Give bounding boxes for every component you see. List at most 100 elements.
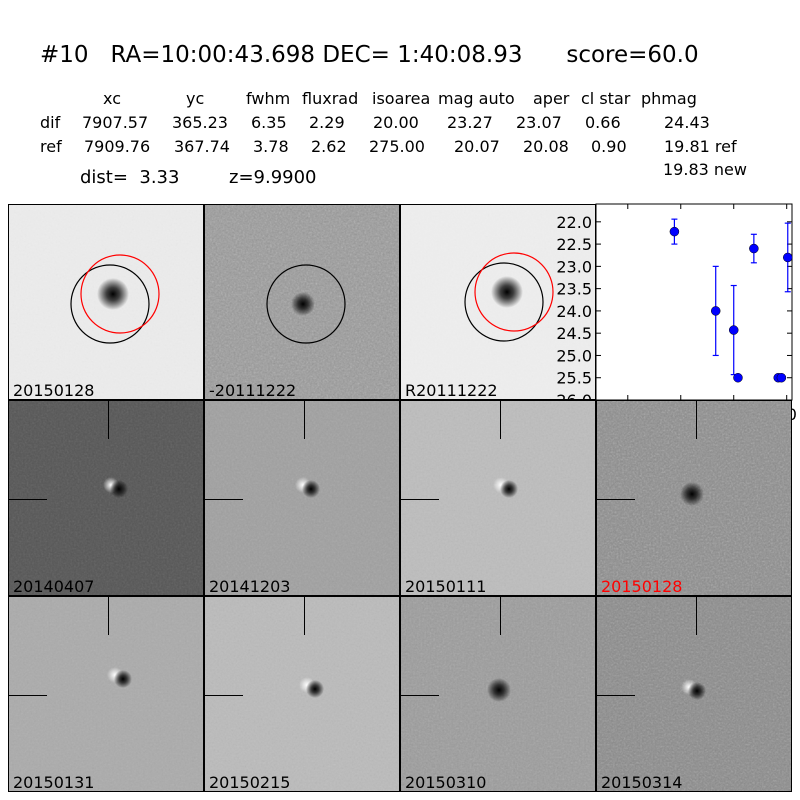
image-stamp: 20150314: [596, 596, 792, 792]
stamp-image: [9, 401, 203, 595]
stamp-date-label: 20150128: [13, 381, 95, 400]
y-tick-label: 25.5: [556, 369, 592, 388]
image-stamp: 20140407: [8, 400, 204, 596]
crosshair-horizontal: [401, 499, 439, 500]
stamp-date-label: 20150111: [405, 577, 487, 596]
crosshair-vertical: [304, 597, 305, 635]
stamp-date-label: 20140407: [13, 577, 95, 596]
y-tick-label: 22.0: [556, 213, 592, 232]
y-tick-label: 24.5: [556, 324, 592, 343]
data-point: [728, 325, 739, 335]
ref-value-aper: 20.08: [523, 137, 569, 156]
crosshair-horizontal: [205, 499, 243, 500]
crosshair-vertical: [696, 597, 697, 635]
stamp-image: [597, 401, 791, 595]
stamp-date-label: 20150131: [13, 773, 95, 792]
column-header-aper: aper: [533, 89, 570, 108]
y-tick-label: 22.5: [556, 235, 592, 254]
image-stamp: 20141203: [204, 400, 400, 596]
stamp-image: [401, 597, 595, 791]
ref-value-phmag: 19.81 ref: [664, 137, 737, 156]
data-point: [733, 372, 743, 383]
dif-value-fluxrad: 2.29: [309, 113, 345, 132]
dif-value-cl-star: 0.66: [585, 113, 621, 132]
crosshair-vertical: [304, 401, 305, 439]
stamp-date-label: -20111222: [209, 381, 297, 400]
stamp-image: [401, 401, 595, 595]
column-header-mag-auto: mag auto: [438, 89, 515, 108]
crosshair-horizontal: [205, 695, 243, 696]
stamp-image: [205, 205, 399, 399]
image-stamp: 20150215: [204, 596, 400, 792]
image-stamp: 20150111: [400, 400, 596, 596]
new-aperture-circle: [80, 254, 160, 334]
dif-value-mag-auto: 23.27: [447, 113, 493, 132]
image-stamp: R20111222: [400, 204, 596, 400]
ref-value-mag-auto: 20.07: [454, 137, 500, 156]
ref-value-fwhm: 3.78: [253, 137, 289, 156]
ref-value-yc: 367.74: [174, 137, 230, 156]
image-stamp: 20150128: [8, 204, 204, 400]
crosshair-horizontal: [9, 499, 47, 500]
dist-value: dist= 3.33: [80, 167, 180, 188]
ref-aperture-circle: [70, 264, 150, 344]
stamp-date-label: 20150314: [601, 773, 683, 792]
stamp-date-label: 20141203: [209, 577, 291, 596]
crosshair-vertical: [500, 597, 501, 635]
stamp-image: [205, 401, 399, 595]
dif-value-xc: 7907.57: [82, 113, 149, 132]
crosshair-horizontal: [9, 695, 47, 696]
y-tick-label: 23.5: [556, 280, 592, 299]
crosshair-vertical: [108, 597, 109, 635]
stamp-image: [9, 205, 203, 399]
crosshair-horizontal: [401, 695, 439, 696]
crosshair-horizontal: [597, 695, 635, 696]
aperture-circle: [266, 264, 346, 344]
image-stamp: -20111222: [204, 204, 400, 400]
column-header-fluxrad: fluxrad: [302, 89, 359, 108]
column-header-isoarea: isoarea: [372, 89, 431, 108]
dif-value-yc: 365.23: [172, 113, 228, 132]
dif-value-isoarea: 20.00: [373, 113, 419, 132]
crosshair-vertical: [696, 401, 697, 439]
ref-aperture-circle: [464, 262, 544, 342]
crosshair-horizontal: [597, 499, 635, 500]
stamp-image: [9, 597, 203, 791]
image-stamp: 20150128: [596, 400, 792, 596]
crosshair-vertical: [108, 401, 109, 439]
y-tick-label: 24.0: [556, 302, 592, 321]
dif-value-fwhm: 6.35: [251, 113, 287, 132]
dif-value-aper: 23.07: [516, 113, 562, 132]
y-tick-label: 23.0: [556, 257, 592, 276]
candidate-title: #10 RA=10:00:43.698 DEC= 1:40:08.93 scor…: [40, 42, 699, 68]
ref-value-fluxrad: 2.62: [311, 137, 347, 156]
crosshair-vertical: [500, 401, 501, 439]
stamp-date-label: 20150128: [601, 577, 683, 596]
new-aperture-circle: [474, 252, 554, 332]
dif-value-phmag: 24.43: [664, 113, 710, 132]
stamp-date-label: R20111222: [405, 381, 498, 400]
data-point: [783, 252, 793, 263]
ref-value-cl-star: 0.90: [591, 137, 627, 156]
redshift-value: z=9.9900: [229, 167, 317, 188]
stamp-date-label: 20150215: [209, 773, 291, 792]
stamp-image: [401, 205, 595, 399]
column-header-xc: xc: [103, 89, 121, 108]
data-point: [669, 226, 680, 237]
column-header-yc: yc: [186, 89, 205, 108]
column-header-phmag: phmag: [641, 89, 697, 108]
data-point: [710, 306, 721, 316]
row-label-dif: dif: [40, 113, 61, 132]
data-point: [776, 372, 787, 383]
phmag-new: 19.83 new: [663, 160, 747, 179]
y-tick-label: 25.0: [556, 346, 592, 365]
stamp-date-label: 20150310: [405, 773, 487, 792]
image-stamp: 20150310: [400, 596, 596, 792]
ref-value-xc: 7909.76: [84, 137, 151, 156]
image-stamp: 20150131: [8, 596, 204, 792]
ref-value-isoarea: 275.00: [369, 137, 425, 156]
column-header-cl-star: cl star: [581, 89, 631, 108]
stamp-image: [597, 597, 791, 791]
stamp-image: [205, 597, 399, 791]
data-point: [749, 243, 759, 254]
